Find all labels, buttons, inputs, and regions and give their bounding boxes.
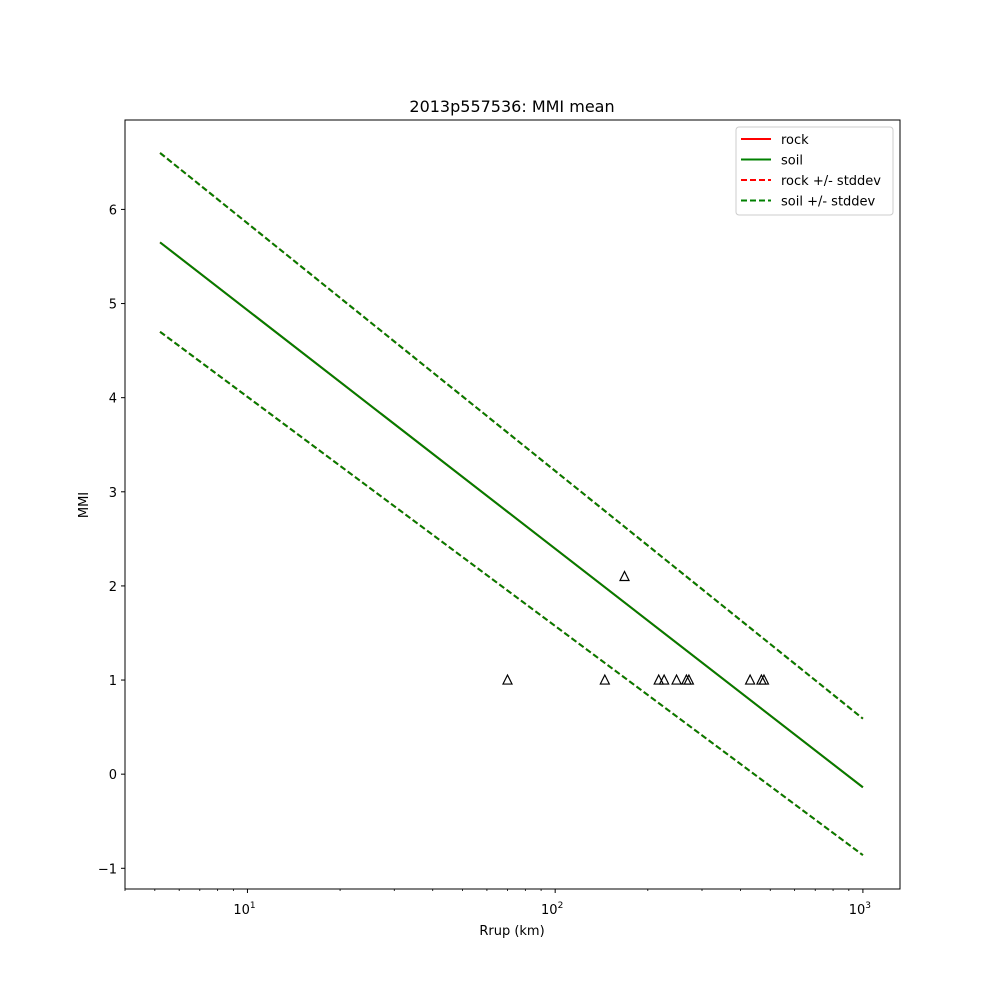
x-tick-label-exponent: 2: [558, 901, 564, 911]
y-tick-label: −1: [98, 862, 117, 877]
legend-label: soil +/- stddev: [781, 195, 876, 210]
observation-point: [653, 673, 665, 685]
plot-area: [159, 152, 864, 856]
observation-point: [619, 570, 630, 582]
y-tick-label: 6: [109, 203, 117, 218]
observation-point: [502, 673, 513, 685]
legend-label: rock: [781, 133, 809, 148]
x-axis-label: Rrup (km): [479, 924, 544, 939]
y-axis-label: MMI: [77, 492, 92, 518]
plot-frame: [124, 119, 901, 890]
x-tick-label-exponent: 3: [865, 901, 871, 911]
observation-point: [658, 673, 670, 685]
observation-point: [671, 673, 683, 685]
series-line-soil-stddev-lower: [159, 330, 864, 856]
y-tick-label: 1: [109, 674, 117, 689]
observation-point: [744, 673, 756, 685]
y-tick-label: 4: [109, 392, 117, 407]
observation-point: [683, 673, 695, 685]
chart-title: 2013p557536: MMI mean: [409, 97, 614, 116]
legend: rock soil rock +/- stddev soil +/- stddev: [735, 126, 894, 216]
legend-label: soil: [781, 154, 803, 169]
y-tick-label: 5: [109, 298, 117, 313]
x-tick-label: 103: [849, 901, 871, 918]
series-line-soil-stddev: [159, 152, 864, 720]
x-tick-label-base: 10: [541, 903, 558, 918]
y-tick-label: 2: [109, 580, 117, 595]
observation-point: [599, 673, 611, 685]
y-tick-label: 0: [109, 768, 117, 783]
observation-point: [758, 673, 770, 685]
x-tick-label: 102: [541, 901, 563, 918]
x-tick-label-base: 10: [849, 903, 866, 918]
x-tick-label: 101: [233, 901, 255, 918]
series-line-soil: [159, 241, 864, 789]
legend-label: rock +/- stddev: [781, 174, 881, 189]
x-tick-label-exponent: 1: [250, 901, 256, 911]
legend-box: [735, 126, 894, 216]
x-tick-label-base: 10: [233, 903, 250, 918]
y-tick-label: 3: [109, 486, 117, 501]
